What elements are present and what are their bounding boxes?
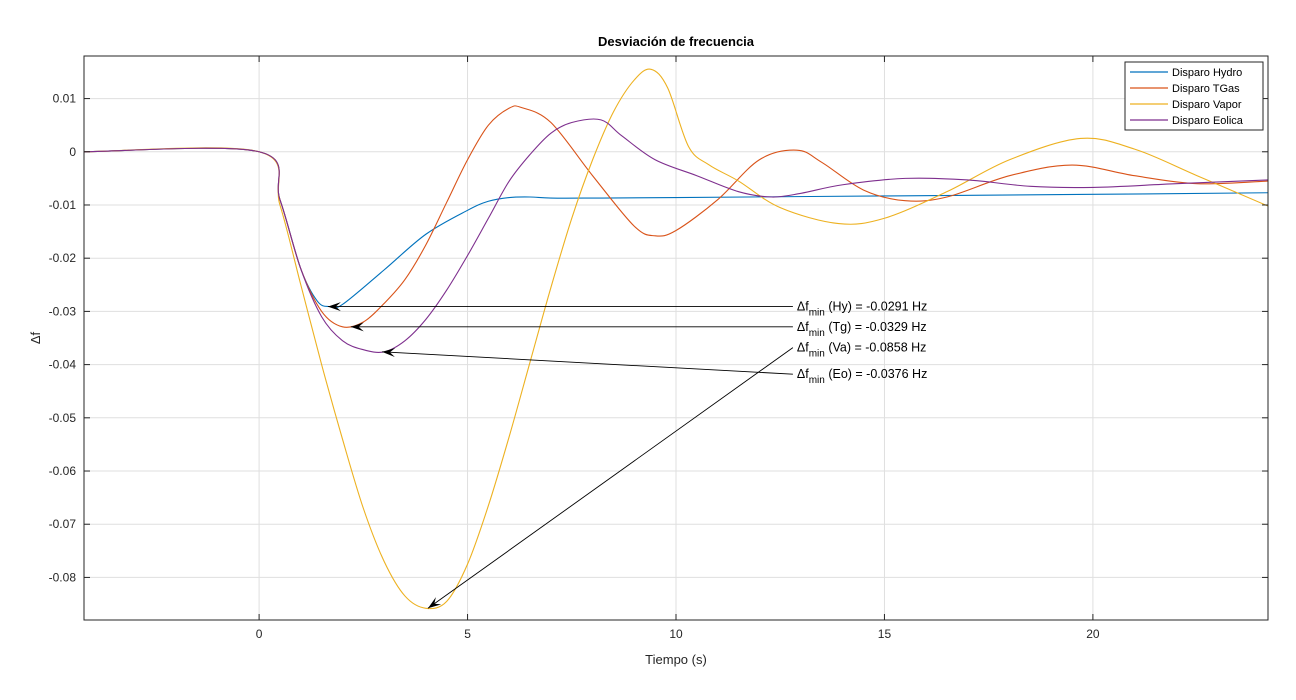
legend: Disparo Hydro Disparo TGas Disparo Vapor… [1124, 61, 1264, 131]
annotation-label: Δfmin (Hy) = -0.0291 Hz [797, 300, 927, 319]
y-tick-label: -0.08 [49, 570, 77, 584]
y-tick-label: -0.01 [49, 198, 77, 212]
annotation-arrowhead [350, 322, 364, 332]
annotation-label: Δfmin (Va) = -0.0858 Hz [797, 341, 927, 360]
series-line-eolica [84, 118, 1268, 353]
y-tick-label: -0.07 [49, 517, 77, 531]
legend-label-eolica: Disparo Eolica [1172, 115, 1244, 127]
annotation-arrow-line [427, 347, 794, 609]
series-lines [84, 68, 1268, 610]
x-axis-label: Tiempo (s) [645, 652, 707, 667]
legend-box [1124, 61, 1264, 131]
y-tick-label: 0 [69, 145, 76, 159]
y-tick-label: -0.06 [49, 464, 77, 478]
annotation-label: Δfmin (Eo) = -0.0376 Hz [797, 367, 927, 386]
y-tick-label: -0.02 [49, 251, 77, 265]
y-tick-label: -0.04 [49, 358, 77, 372]
x-tick-label: 20 [1086, 627, 1100, 641]
annotation-arrowhead [427, 597, 442, 609]
annotation-arrowhead [382, 348, 396, 358]
annotation-arrow-line [382, 351, 793, 375]
x-tick-label: 0 [256, 627, 263, 641]
y-tick-label: -0.03 [49, 304, 77, 318]
y-axis-label: Δf [28, 331, 43, 344]
x-tick-label: 5 [464, 627, 471, 641]
y-tick-label: -0.05 [49, 411, 77, 425]
legend-label-hydro: Disparo Hydro [1172, 67, 1242, 79]
series-line-vapor [84, 68, 1268, 610]
legend-label-vapor: Disparo Vapor [1172, 99, 1242, 111]
y-tick-label: 0.01 [53, 92, 77, 106]
legend-label-tgas: Disparo TGas [1172, 83, 1240, 95]
axis-ticks: 0 5 10 15 20 0.01 0 -0.01 -0.02 -0.03 -0.04 -0.05 -0… [49, 56, 1268, 641]
x-tick-label: 15 [878, 627, 892, 641]
x-tick-label: 10 [669, 627, 683, 641]
series-line-tgas [84, 105, 1268, 328]
chart-title: Desviación de frecuencia [598, 34, 755, 49]
annotation-arrowhead [327, 302, 341, 312]
annotation-label: Δfmin (Tg) = -0.0329 Hz [797, 320, 927, 339]
